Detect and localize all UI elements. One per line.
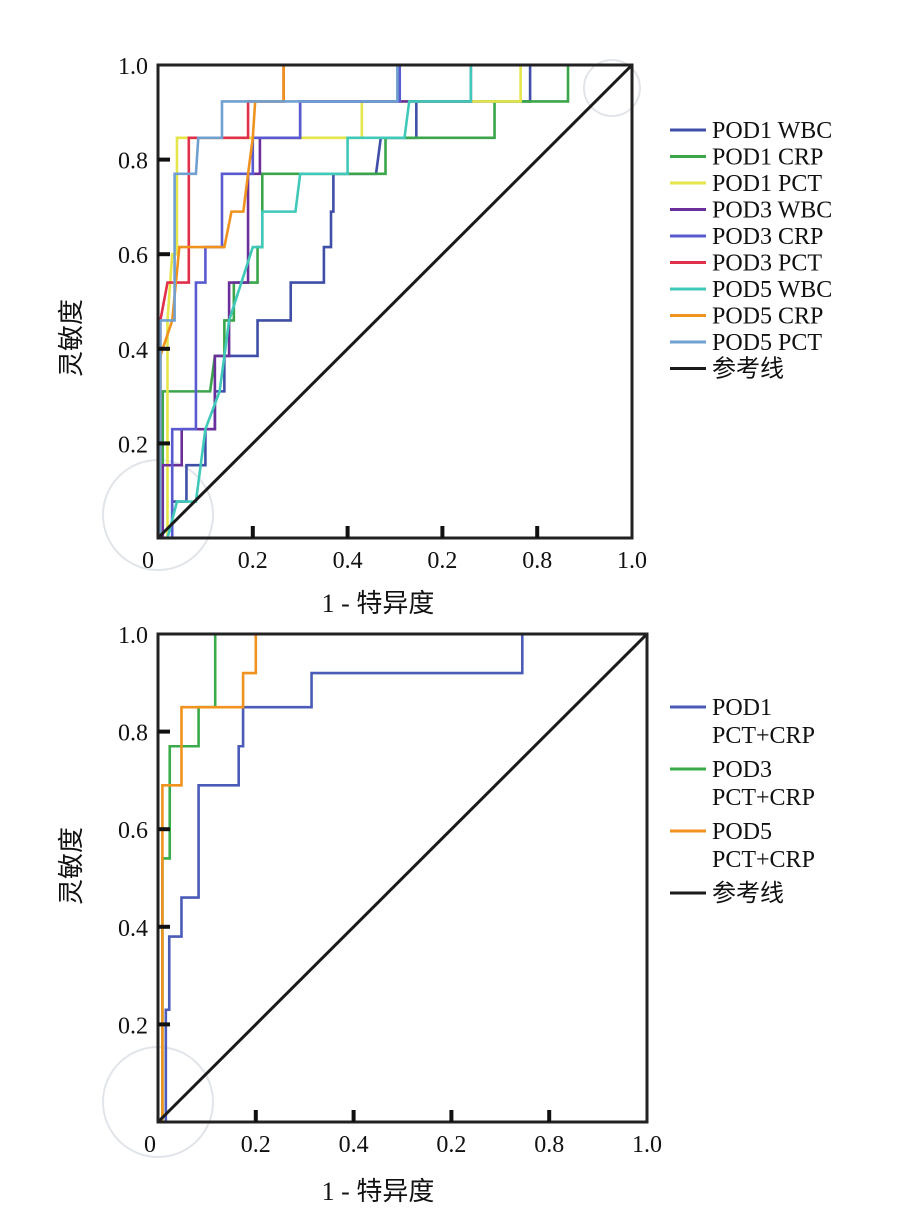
legend-item: POD5 WBC [670,277,832,303]
x-tick-label: 0.4 [333,548,363,574]
legend-item: 参考线 [670,356,784,383]
roc-chart-1: 0 0.2 0.4 0.2 0.8 1.0 0.2 0.4 0.6 0.8 1.0 1 - 特异度 灵敏… [57,54,832,618]
y-tick-label: 1.0 [118,54,148,80]
series-line-pod5-pct+crp [158,632,647,1124]
legend-label: POD1 PCT [712,171,822,197]
x-tick-label: 0.8 [522,548,552,574]
series-line-参考线 [156,632,649,1124]
series-line-参考线 [156,63,634,540]
legend-label: POD3 PCT [712,251,822,277]
x-tick-label: 0.2 [427,548,457,574]
y-tick-label: 0.4 [118,338,148,364]
legend-label: 参考线 [712,880,784,907]
legend-item: POD1 WBC [670,118,832,144]
x-axis-label: 1 - 特异度 [322,1177,435,1206]
legend-label: POD1 [712,695,772,721]
legend-item: 参考线 [670,880,784,907]
series-line-pod1-pct+crp [158,632,647,1124]
legend-item: POD3 CRP [670,224,823,250]
y-tick-label: 0.2 [118,432,148,458]
legend-label: POD1 CRP [712,145,823,171]
x-tick-label: 0 [144,1132,156,1158]
x-tick-label: 0.2 [238,548,268,574]
legend-item: POD1 PCT [670,171,822,197]
y-axis-label: 灵敏度 [57,827,86,905]
x-tick-label: 0.2 [436,1132,466,1158]
plot-frame [156,63,634,540]
legend-label: POD3 WBC [712,198,832,224]
series-line-pod5-pct [158,63,632,540]
legend-item: POD1 CRP [670,145,823,171]
y-tick-label: 1.0 [118,623,148,649]
plot-frame [156,632,649,1124]
y-tick-label: 0.6 [118,243,148,269]
legend-label: 参考线 [712,356,784,383]
legend-label: POD5 [712,819,772,845]
roc-chart-2: 0 0.2 0.4 0.2 0.8 1.0 0.2 0.4 0.6 0.8 1.0 1 - 特异度 灵敏… [57,623,815,1206]
legend-label: POD3 CRP [712,224,823,250]
y-tick-label: 0.8 [118,721,148,747]
legend-label: POD5 CRP [712,304,823,330]
x-tick-label: 1.0 [617,548,647,574]
legend-label: PCT+CRP [712,847,815,873]
legend-item: POD3 WBC [670,198,832,224]
legend-item: POD5 CRP [670,304,823,330]
y-tick-label: 0.6 [118,818,148,844]
x-axis-label: 1 - 特异度 [322,589,435,618]
x-tick-label: 1.0 [632,1132,662,1158]
y-tick-label: 0.2 [118,1013,148,1039]
x-tick-label: 0.8 [534,1132,564,1158]
legend-item: POD3 PCT [670,251,822,277]
y-tick-label: 0.8 [118,149,148,175]
x-tick-label: 0 [142,548,154,574]
watermark-seal-icon [583,59,641,117]
legend-label: PCT+CRP [712,723,815,749]
legend-label: POD5 WBC [712,277,832,303]
y-tick-label: 0.4 [118,916,148,942]
y-axis-label: 灵敏度 [57,299,86,377]
x-tick-label: 0.4 [339,1132,369,1158]
legend-label: POD3 [712,757,772,783]
series-line-pod1-crp [158,63,632,540]
series-line-pod1-pct [158,63,632,540]
series-line-pod5-wbc [158,63,632,540]
legend-item: POD5 PCT [670,330,822,356]
x-tick-label: 0.2 [241,1132,271,1158]
legend-label: PCT+CRP [712,785,815,811]
legend-label: POD5 PCT [712,330,822,356]
legend-label: POD1 WBC [712,118,832,144]
